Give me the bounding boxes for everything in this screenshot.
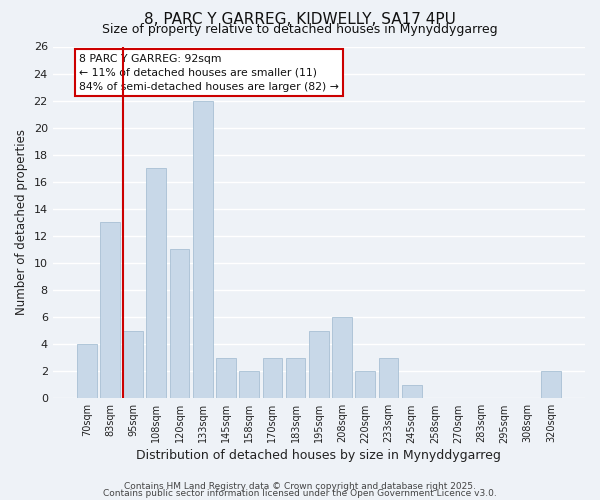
Bar [402,385,422,398]
Bar [286,358,305,399]
Y-axis label: Number of detached properties: Number of detached properties [15,130,28,316]
Bar [332,317,352,398]
Bar [239,372,259,398]
Bar [146,168,166,398]
Bar [77,344,97,399]
Text: 8 PARC Y GARREG: 92sqm
← 11% of detached houses are smaller (11)
84% of semi-det: 8 PARC Y GARREG: 92sqm ← 11% of detached… [79,54,339,92]
Text: Contains public sector information licensed under the Open Government Licence v3: Contains public sector information licen… [103,489,497,498]
Bar [355,372,375,398]
Bar [309,330,329,398]
Bar [100,222,120,398]
X-axis label: Distribution of detached houses by size in Mynyddygarreg: Distribution of detached houses by size … [136,450,501,462]
Bar [216,358,236,399]
Text: Contains HM Land Registry data © Crown copyright and database right 2025.: Contains HM Land Registry data © Crown c… [124,482,476,491]
Text: Size of property relative to detached houses in Mynyddygarreg: Size of property relative to detached ho… [102,22,498,36]
Bar [263,358,282,399]
Bar [379,358,398,399]
Bar [193,100,212,399]
Text: 8, PARC Y GARREG, KIDWELLY, SA17 4PU: 8, PARC Y GARREG, KIDWELLY, SA17 4PU [144,12,456,28]
Bar [123,330,143,398]
Bar [541,372,561,398]
Bar [170,250,190,398]
